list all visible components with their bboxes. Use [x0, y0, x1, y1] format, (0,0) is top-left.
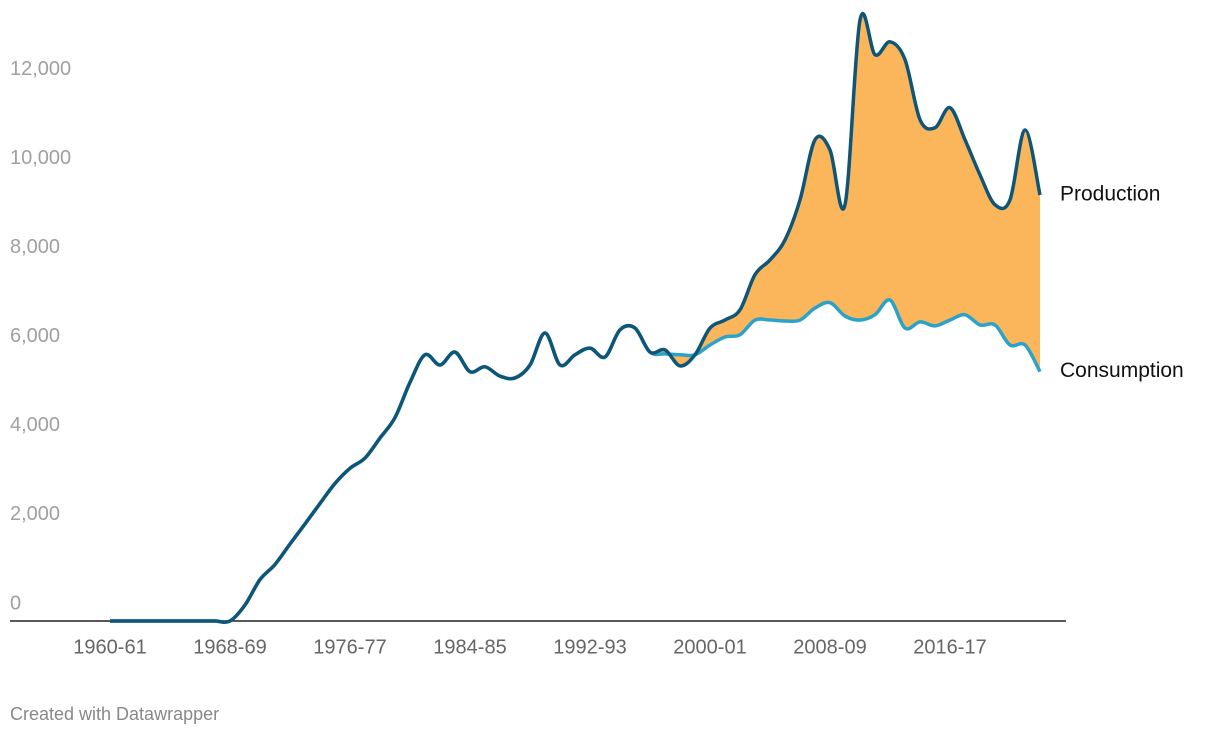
x-tick-label: 1976-77 — [313, 636, 386, 658]
x-tick-label: 2016-17 — [913, 636, 986, 658]
x-tick-label: 1992-93 — [553, 636, 626, 658]
series-label: Consumption — [1060, 359, 1184, 382]
y-tick-label: 0 — [10, 592, 21, 614]
series-label: Production — [1060, 183, 1160, 206]
x-tick-label: 1960-61 — [73, 636, 146, 658]
x-tick-label: 2000-01 — [673, 636, 746, 658]
y-tick-label: 10,000 — [10, 147, 71, 169]
y-tick-label: 4,000 — [10, 414, 60, 436]
footer-note: Created with Datawrapper — [10, 704, 219, 724]
x-tick-label: 2008-09 — [793, 636, 866, 658]
series-line — [110, 11, 1042, 624]
y-tick-label: 6,000 — [10, 325, 60, 347]
x-tick-label: 1968-69 — [193, 636, 266, 658]
y-tick-label: 12,000 — [10, 58, 71, 80]
x-tick-label: 1984-85 — [433, 636, 506, 658]
series-line — [110, 298, 1042, 624]
y-tick-label: 2,000 — [10, 503, 60, 525]
y-tick-label: 8,000 — [10, 236, 60, 258]
